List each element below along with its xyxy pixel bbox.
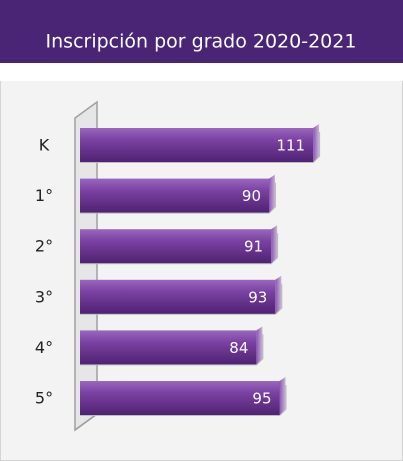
- header-gap: [0, 63, 403, 81]
- y-tick-label: 4°: [35, 338, 53, 357]
- y-tick-label: K: [39, 136, 50, 155]
- data-label: 91: [244, 238, 263, 256]
- bar-cap: [256, 326, 263, 365]
- bar: [80, 178, 269, 213]
- bar-cap: [269, 174, 275, 213]
- bar: [80, 279, 276, 314]
- data-label: 90: [242, 187, 261, 205]
- y-tick-label: 1°: [35, 186, 53, 205]
- data-label: 95: [252, 390, 271, 408]
- bar: [80, 229, 272, 264]
- bar: [80, 330, 257, 365]
- y-tick-label: 5°: [35, 389, 53, 408]
- bar-cap: [313, 124, 320, 162]
- data-label: 93: [248, 288, 267, 306]
- y-tick-label: 3°: [35, 287, 53, 306]
- data-label: 84: [229, 339, 248, 357]
- chart-title: Inscripción por grado 2020-2021: [46, 31, 357, 53]
- bar: [80, 128, 314, 162]
- y-tick-label: 2°: [35, 237, 53, 256]
- header: [0, 0, 403, 63]
- bar-cap: [279, 377, 286, 415]
- bar-cap: [275, 275, 282, 314]
- axis-base: [74, 413, 98, 431]
- data-label: 111: [276, 137, 305, 155]
- bar: [80, 381, 280, 415]
- bar-cap: [271, 225, 278, 264]
